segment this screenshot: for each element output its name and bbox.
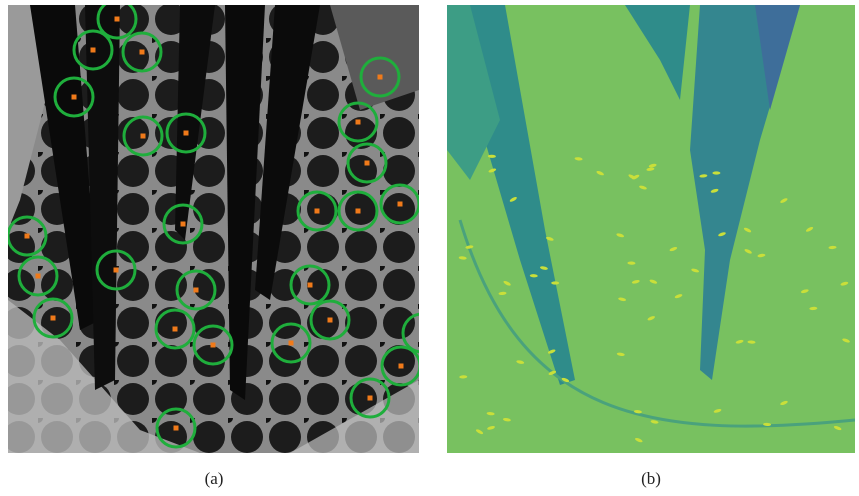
detection-center — [398, 202, 403, 207]
detection-center — [72, 95, 77, 100]
detection-center — [36, 274, 41, 279]
panel-b-image — [447, 5, 855, 453]
detection-center — [420, 331, 425, 336]
detection-center — [181, 222, 186, 227]
detection-center — [194, 288, 199, 293]
detection-center — [289, 341, 294, 346]
detection-center — [315, 209, 320, 214]
detection-center — [356, 209, 361, 214]
figure: (a) (b) — [0, 0, 859, 496]
detection-center — [140, 50, 145, 55]
detection-center — [368, 396, 373, 401]
detection-center — [174, 426, 179, 431]
fleck — [712, 171, 720, 174]
detection-center — [328, 318, 333, 323]
detection-center — [141, 134, 146, 139]
detection-center — [91, 48, 96, 53]
detection-center — [211, 343, 216, 348]
panel-a-image — [8, 0, 441, 453]
detection-center — [308, 283, 313, 288]
panel-label: (b) — [641, 469, 661, 488]
detection-center — [115, 17, 120, 22]
detection-center — [25, 234, 30, 239]
detection-center — [51, 316, 56, 321]
detection-center — [399, 364, 404, 369]
panel-label: (a) — [205, 469, 224, 488]
detection-center — [356, 120, 361, 125]
detection-center — [378, 75, 383, 80]
detection-center — [173, 327, 178, 332]
detection-center — [365, 161, 370, 166]
detection-center — [184, 131, 189, 136]
detection-center — [114, 268, 119, 273]
